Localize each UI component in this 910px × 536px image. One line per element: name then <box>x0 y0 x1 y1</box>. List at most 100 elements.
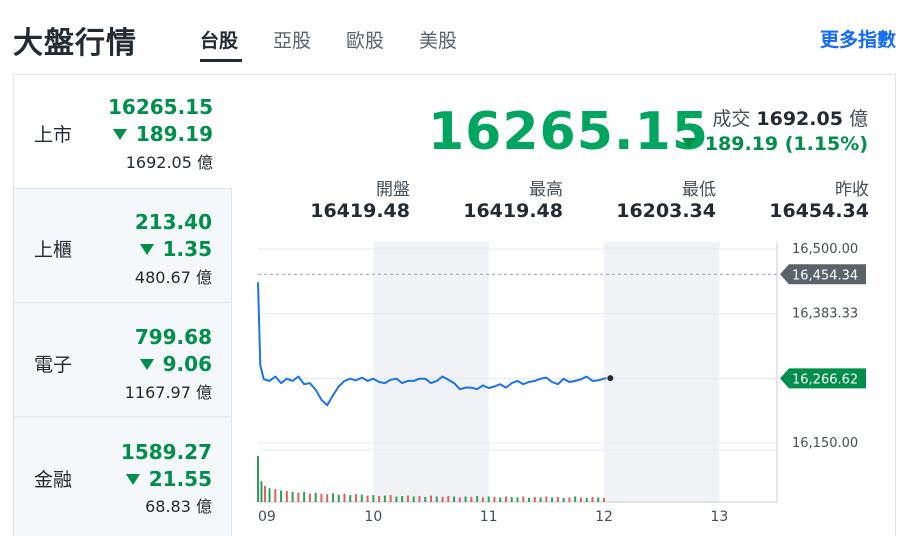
sidebar-item-name: 上市 <box>34 124 73 146</box>
volume-bar <box>464 496 467 502</box>
volume-bar <box>545 496 548 502</box>
index-price: 16265.15 <box>428 102 710 162</box>
volume-bar <box>285 490 288 502</box>
y-tick-label: 16,500.00 <box>792 242 858 257</box>
volume-bar <box>504 496 507 502</box>
volume-bar <box>337 494 340 502</box>
volume-bar <box>453 496 456 502</box>
volume-bar <box>597 497 600 502</box>
volume-bar <box>383 495 386 502</box>
x-tick-label: 11 <box>480 509 498 525</box>
sidebar-item-finance[interactable]: 金融 1589.27 21.55 68.83 億 <box>14 417 232 536</box>
active-tab-indicator <box>200 59 242 62</box>
last-point-marker <box>607 375 614 382</box>
x-tick-label: 10 <box>364 509 382 525</box>
low-value: 16203.34 <box>616 200 716 222</box>
volume-bar <box>378 496 381 502</box>
sidebar-item-price: 1589.27 <box>120 440 212 464</box>
volume-bar <box>343 493 346 502</box>
more-indices-link[interactable]: 更多指數 <box>819 29 896 51</box>
tab-asia-stocks[interactable]: 亞股 <box>273 30 312 52</box>
down-triangle-icon <box>139 359 154 370</box>
volume-bar <box>551 497 554 502</box>
volume-bar <box>458 497 461 502</box>
volume-bar <box>522 496 525 502</box>
volume-bar <box>418 496 421 502</box>
last-price-tag: 16,266.62 <box>780 368 866 389</box>
volume-bar <box>360 494 363 502</box>
volume-bar <box>585 497 588 502</box>
volume-bar <box>516 497 519 502</box>
high-label: 最高 <box>529 180 563 200</box>
sidebar-item-price: 213.40 <box>134 210 212 234</box>
volume-bar <box>603 497 605 502</box>
open-label: 開盤 <box>376 180 410 200</box>
page-title: 大盤行情 <box>13 26 137 61</box>
header: 大盤行情 台股 亞股 歐股 美股 更多指數 <box>0 0 910 74</box>
sidebar-item-name: 金融 <box>34 469 73 491</box>
index-change: 189.19 (1.15%) <box>681 133 868 155</box>
volume-bar <box>562 497 565 502</box>
down-triangle-icon <box>125 474 140 485</box>
y-tick-label: 16,383.33 <box>792 307 858 322</box>
index-change-value: 189.19 (1.15%) <box>704 133 868 155</box>
sidebar-item-change: 1.35 <box>139 237 212 261</box>
sidebar-item-volume: 1167.97 億 <box>124 383 212 402</box>
volume-bar <box>591 496 594 502</box>
volume-bar <box>355 494 358 502</box>
prev-close-label: 昨收 <box>835 180 869 200</box>
sidebar-item-change: 9.06 <box>139 352 212 376</box>
turnover-label: 成交 <box>712 108 751 130</box>
hour-band <box>604 242 720 502</box>
volume-bar <box>556 496 559 502</box>
prev-close-tag: 16,454.34 <box>780 264 866 285</box>
volume-bar <box>533 496 536 502</box>
x-tick-label: 09 <box>258 509 276 525</box>
hour-band <box>373 242 489 502</box>
sidebar-item-name: 電子 <box>34 354 73 376</box>
volume-bar <box>366 495 369 502</box>
volume-bar <box>574 496 577 502</box>
open-value: 16419.48 <box>310 200 410 222</box>
tab-taiwan-stocks[interactable]: 台股 <box>200 30 239 52</box>
volume-bar <box>274 489 277 502</box>
prev-close-tag-text: 16,454.34 <box>792 268 858 283</box>
volume-bar <box>331 493 334 502</box>
tab-us-stocks[interactable]: 美股 <box>419 30 458 52</box>
volume-bar <box>389 495 392 502</box>
volume-bar <box>470 496 473 502</box>
price-line <box>257 282 607 407</box>
volume-bar <box>430 495 432 502</box>
sidebar-item-otc[interactable]: 上櫃 213.40 1.35 480.67 億 <box>14 189 232 303</box>
y-tick-label: 16,150.00 <box>792 436 858 451</box>
low-label: 最低 <box>682 180 716 200</box>
volume-bar <box>263 485 266 502</box>
sidebar-item-price: 16265.15 <box>107 95 213 119</box>
volume-bar <box>401 496 404 502</box>
volume-bar <box>326 494 329 502</box>
down-triangle-icon <box>139 244 154 255</box>
volume-bar <box>579 497 582 502</box>
sidebar-item-change-value: 1.35 <box>162 237 212 261</box>
turnover-unit: 億 <box>848 108 868 130</box>
volume-bar <box>303 491 306 502</box>
down-triangle-icon <box>681 138 696 149</box>
volume-bar <box>435 496 438 502</box>
volume-bar <box>260 481 263 502</box>
last-price-tag-shape <box>780 368 866 389</box>
sidebar-item-listed[interactable]: 上市 16265.15 189.19 1692.05 億 <box>14 75 232 189</box>
tab-europe-stocks[interactable]: 歐股 <box>346 30 385 52</box>
volume-bar <box>268 488 271 502</box>
volume-bar <box>481 497 484 502</box>
sidebar-item-price: 799.68 <box>134 325 212 349</box>
volume-bar <box>539 497 542 502</box>
sidebar-item-electronics[interactable]: 電子 799.68 9.06 1167.97 億 <box>14 303 232 417</box>
volume-bar <box>349 495 352 502</box>
volume-bar <box>395 496 398 502</box>
sidebar-item-volume: 480.67 億 <box>134 268 212 287</box>
volume-bar <box>493 496 496 502</box>
volume-bar <box>476 496 479 502</box>
sidebar-item-volume: 1692.05 億 <box>125 153 213 172</box>
last-price-tag-text: 16,266.62 <box>792 372 858 387</box>
